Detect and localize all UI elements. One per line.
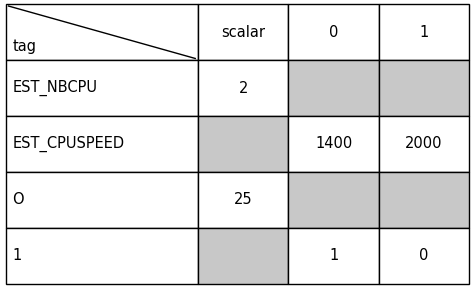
Text: scalar: scalar (221, 25, 266, 40)
Text: tag: tag (12, 39, 37, 54)
Text: 2: 2 (238, 81, 248, 96)
Bar (379, 116, 469, 172)
Text: O: O (12, 192, 24, 207)
Bar (6, 228, 198, 284)
Bar (198, 4, 288, 60)
Bar (288, 60, 379, 116)
Bar (198, 116, 288, 172)
Bar (288, 228, 379, 284)
Text: 2000: 2000 (405, 137, 443, 151)
Bar (379, 228, 469, 284)
Text: 1: 1 (419, 25, 429, 40)
Bar (6, 60, 198, 116)
Text: 0: 0 (419, 248, 429, 263)
Text: 25: 25 (234, 192, 253, 207)
Text: 1: 1 (12, 248, 21, 263)
Bar (6, 116, 198, 172)
Bar (6, 4, 198, 60)
Text: EST_CPUSPEED: EST_CPUSPEED (12, 136, 124, 152)
Bar (379, 60, 469, 116)
Text: EST_NBCPU: EST_NBCPU (12, 80, 97, 96)
Bar (288, 4, 379, 60)
Bar (288, 116, 379, 172)
Bar (198, 172, 288, 228)
Bar (379, 172, 469, 228)
Text: 1400: 1400 (315, 137, 352, 151)
Bar (198, 228, 288, 284)
Text: 1: 1 (329, 248, 338, 263)
Bar (288, 172, 379, 228)
Bar (379, 4, 469, 60)
Bar (198, 60, 288, 116)
Text: 0: 0 (329, 25, 338, 40)
Bar (6, 172, 198, 228)
